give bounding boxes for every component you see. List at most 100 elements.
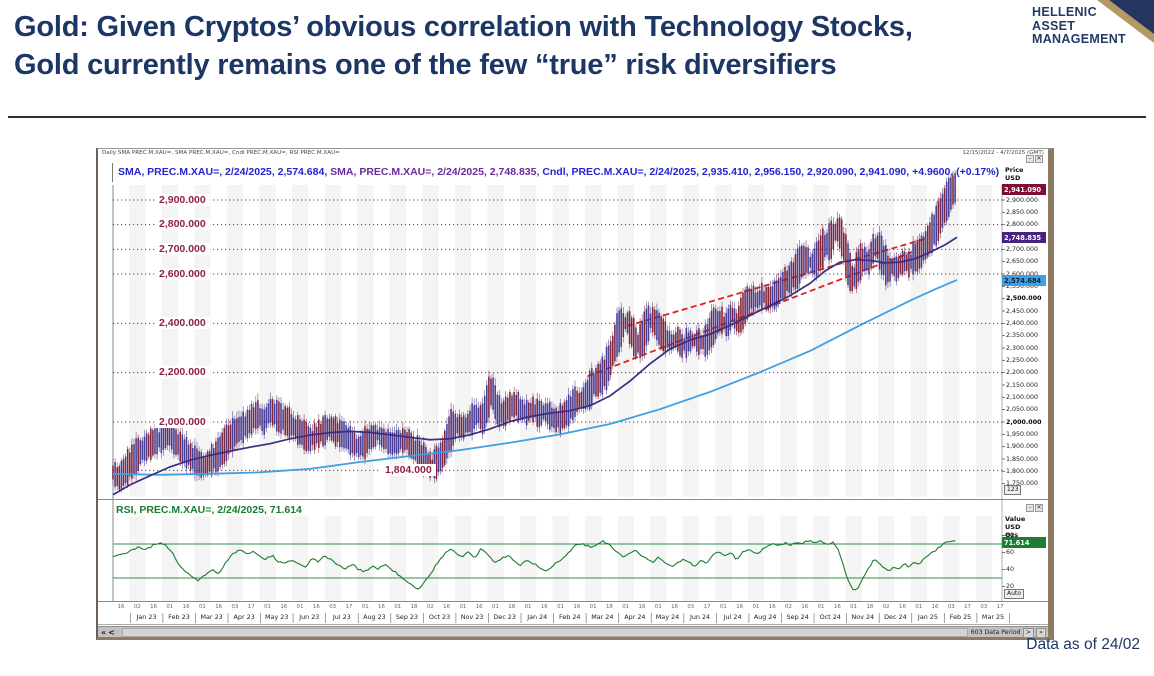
- date-tick: 17: [703, 604, 711, 610]
- price-tag: 2,941.090: [1002, 184, 1046, 196]
- month-label: Jan 25: [917, 613, 938, 621]
- date-tick: 16: [671, 604, 678, 610]
- price-axis-tick: 2,850.000: [1006, 208, 1039, 216]
- price-axis-tick: 2,400.000: [1006, 319, 1039, 327]
- date-tick: 01: [394, 604, 402, 610]
- date-tick: 03: [947, 604, 955, 610]
- price-axis-tick: 1,950.000: [1006, 430, 1039, 438]
- page-title: Gold: Given Cryptos’ obvious correlation…: [14, 8, 913, 84]
- chart-labels-layer: 2,900.000 2,800.000 2,700.000 2,600.000 2,40…: [98, 149, 1048, 637]
- minimize-icon[interactable]: –: [1026, 504, 1034, 512]
- date-tick: 16: [378, 604, 385, 610]
- date-tick: 01: [361, 604, 369, 610]
- company-logo: HELLENIC ASSET MANAGEMENT: [992, 0, 1154, 58]
- price-tag: 71.614: [1002, 537, 1046, 549]
- legend-segment: SMA, PREC.M.XAU=, 2/24/2025, 2,574.684,: [118, 166, 331, 178]
- month-label: Nov 24: [851, 613, 875, 621]
- date-tick: 16: [215, 604, 223, 610]
- month-label: Feb 23: [168, 613, 190, 621]
- price-axis-tick: 2,700.000: [1006, 245, 1039, 253]
- price-axis-tick: 2,000.000: [1006, 418, 1042, 426]
- rsi-axis-tick: 40: [1006, 566, 1015, 574]
- date-tick: 18: [410, 604, 418, 610]
- scroll-right-icon[interactable]: >: [1022, 628, 1035, 638]
- month-label: Oct 23: [428, 613, 451, 621]
- scroll-left-icon[interactable]: <: [108, 628, 117, 637]
- price-axis-tick: 2,600.000: [1006, 271, 1038, 278]
- month-label: Jul 24: [723, 613, 742, 621]
- price-level-label: 2,200.000: [155, 366, 210, 379]
- date-tick: 03: [980, 604, 988, 610]
- price-level-label: 2,000.000: [155, 415, 210, 428]
- date-tick: 16: [801, 604, 809, 610]
- month-label: Jan 23: [136, 613, 157, 621]
- scrollbar-right-controls: 603 Data Period > »: [971, 628, 1046, 638]
- date-tick: 03: [687, 604, 695, 610]
- date-tick: 02: [133, 604, 141, 610]
- close-icon[interactable]: ✕: [1035, 155, 1043, 163]
- rsi-pane-controls: – ✕: [1026, 504, 1043, 512]
- date-tick: 16: [182, 604, 190, 610]
- date-tick: 01: [654, 604, 662, 610]
- price-axis-tick: 2,500.000: [1006, 295, 1042, 303]
- date-tick: 01: [752, 604, 760, 610]
- price-axis-tick: 2,200.000: [1006, 369, 1039, 377]
- date-tick: 01: [817, 604, 825, 610]
- chart-date-range-label: 12/15/2022 - 4/7/2025 (GMT): [962, 150, 1044, 156]
- numbers-button[interactable]: 123: [1004, 485, 1022, 495]
- price-axis-tick: 1,750.000: [1006, 480, 1039, 488]
- time-scrollbar[interactable]: «< 603 Data Period > »: [98, 626, 1048, 638]
- logo-line3: MANAGEMENT: [1032, 32, 1126, 46]
- price-axis-tick: 2,100.000: [1006, 393, 1039, 401]
- logo-text: HELLENIC ASSET MANAGEMENT: [1032, 5, 1126, 47]
- date-tick: 02: [785, 604, 792, 610]
- date-tick: 16: [312, 604, 320, 610]
- scroll-far-left-icon[interactable]: «: [101, 628, 109, 637]
- chart-window: Daily SMA PREC.M.XAU=, SMA PREC.M.XAU=, …: [96, 148, 1054, 640]
- scroll-far-right-icon[interactable]: »: [1036, 628, 1046, 638]
- data-period-label: 603 Data Period: [970, 629, 1021, 637]
- date-tick: 16: [833, 604, 841, 610]
- auto-button[interactable]: Auto: [1004, 589, 1024, 599]
- price-tag: 2,748.835: [1002, 231, 1046, 243]
- price-level-label: 1,804.000: [381, 463, 436, 476]
- minimize-icon[interactable]: –: [1026, 155, 1034, 163]
- month-label: Mar 24: [591, 613, 614, 621]
- month-label: Jul 23: [332, 613, 351, 621]
- rsi-axis-title-1: Value: [1005, 515, 1026, 523]
- rsi-axis-tick: 80: [1006, 532, 1015, 540]
- logo-line1: HELLENIC: [1032, 5, 1097, 19]
- date-tick: 17: [247, 604, 255, 610]
- date-tick: 18: [508, 604, 516, 610]
- scrollbar-left-buttons: «<: [101, 628, 117, 637]
- price-axis-tick: 2,250.000: [1006, 356, 1039, 364]
- date-tick: 16: [443, 604, 451, 610]
- logo-ribbon-icon: [1097, 0, 1154, 43]
- legend-segment: SMA, PREC.M.XAU=, 2/24/2025, 2,748.835,: [330, 166, 543, 178]
- date-tick: 16: [280, 604, 288, 610]
- date-tick: 01: [492, 604, 499, 610]
- price-level-label: 2,900.000: [155, 193, 210, 206]
- price-tag: 2,574.684: [1002, 274, 1046, 286]
- scrollbar-thumb[interactable]: [122, 628, 968, 637]
- date-tick: 16: [736, 604, 744, 610]
- month-label: Apr 24: [624, 613, 646, 621]
- date-tick: 01: [198, 604, 206, 610]
- month-label: Sep 24: [786, 613, 809, 621]
- month-label: Aug 24: [753, 613, 777, 621]
- price-axis-title-2: USD: [1005, 174, 1021, 182]
- price-axis-tick: 2,900.000: [1006, 196, 1039, 204]
- date-tick: 02: [882, 604, 890, 610]
- date-tick: 03: [231, 604, 239, 610]
- data-as-of-note: Data as of 24/02: [1026, 636, 1140, 653]
- date-tick: 01: [264, 604, 271, 610]
- price-axis-tick: 1,800.000: [1006, 467, 1039, 475]
- price-axis-tick: 2,450.000: [1006, 307, 1039, 315]
- date-tick: 17: [964, 604, 971, 610]
- date-tick: 16: [573, 604, 581, 610]
- close-icon[interactable]: ✕: [1035, 504, 1043, 512]
- month-label: Dec 23: [493, 613, 516, 621]
- date-tick: 03: [329, 604, 337, 610]
- date-tick: 02: [426, 604, 434, 610]
